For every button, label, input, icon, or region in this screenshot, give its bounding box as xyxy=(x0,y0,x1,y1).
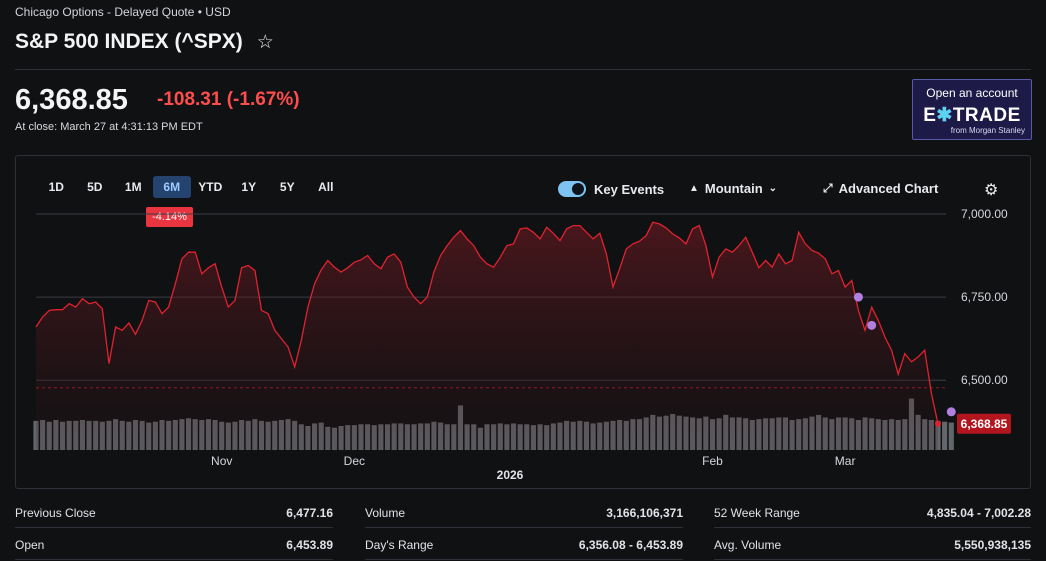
stat-52-week-range: 52 Week Range 4,835.04 - 7,002.28 xyxy=(714,498,1031,528)
range-1m[interactable]: 1M xyxy=(124,180,142,194)
stat-value: 6,453.89 xyxy=(286,537,333,552)
toggle-switch[interactable] xyxy=(558,181,586,197)
advanced-chart-label: Advanced Chart xyxy=(838,181,939,196)
title-row: S&P 500 INDEX (^SPX) ☆ xyxy=(15,30,274,54)
x-tick-label: Nov xyxy=(211,454,232,468)
etrade-logo: E✱TRADE xyxy=(913,104,1031,127)
ad-sub: from Morgan Stanley xyxy=(950,126,1025,135)
logo-star-icon: ✱ xyxy=(936,105,953,126)
stat-volume: Volume 3,166,106,371 xyxy=(365,498,683,528)
y-tick-label: 6,500.00 xyxy=(961,373,1008,387)
stat-value: 4,835.04 - 7,002.28 xyxy=(926,505,1031,520)
key-event-marker xyxy=(853,292,863,302)
chart-panel xyxy=(15,155,1031,489)
last-price-tag xyxy=(957,413,1011,434)
stat-value: 5,550,938,135 xyxy=(954,537,1031,552)
y-tick-label: 6,750.00 xyxy=(961,290,1008,304)
chevron-down-icon: ⌄ xyxy=(768,183,778,194)
gear-icon[interactable]: ⚙ xyxy=(984,182,999,199)
price-line xyxy=(35,221,939,424)
range-tabs: 1D 5D 1M 6M YTD 1Y 5Y All xyxy=(37,176,345,198)
stat-label: Volume xyxy=(365,505,406,520)
x-tick-label: Dec xyxy=(344,454,365,468)
page-title: S&P 500 INDEX (^SPX) xyxy=(15,30,243,53)
range-ytd[interactable]: YTD xyxy=(198,180,223,194)
change-percent: (-1.67%) xyxy=(226,89,300,110)
expand-icon: ⤢ xyxy=(823,181,833,195)
range-6m[interactable]: 6M xyxy=(152,176,191,198)
stat-previous-close: Previous Close 6,477.16 xyxy=(15,498,333,528)
key-events-toggle[interactable]: Key Events xyxy=(558,181,664,197)
star-icon[interactable]: ☆ xyxy=(256,31,274,53)
stat-days-range: Day's Range 6,356.08 - 6,453.89 xyxy=(365,530,683,560)
x-year-label: 2026 xyxy=(497,468,524,482)
price-change: -108.31 (-1.67%) xyxy=(157,89,300,111)
stat-label: 52 Week Range xyxy=(714,505,800,520)
stat-value: 6,477.16 xyxy=(286,505,333,520)
chart-type-dropdown[interactable]: ▲ Mountain ⌄ xyxy=(689,181,777,196)
volume-bar xyxy=(942,421,948,450)
stat-label: Avg. Volume xyxy=(714,537,782,552)
stat-avg-volume: Avg. Volume 5,550,938,135 xyxy=(714,530,1031,560)
mountain-icon: ▲ xyxy=(689,183,699,194)
range-1d[interactable]: 1D xyxy=(48,180,64,194)
last-price: 6,368.85 xyxy=(15,84,128,116)
stat-label: Day's Range xyxy=(365,537,434,552)
logo-left: E xyxy=(923,105,937,126)
x-tick-label: Mar xyxy=(835,454,856,468)
advanced-chart-button[interactable]: ⤢ Advanced Chart xyxy=(823,181,938,196)
key-event-marker xyxy=(946,407,956,417)
quote-subtitle: Chicago Options - Delayed Quote • USD xyxy=(15,5,231,19)
x-tick-label: Feb xyxy=(702,454,723,468)
y-tick-label: 7,000.00 xyxy=(961,207,1008,221)
last-price-label: 6,368.85 xyxy=(961,417,1008,431)
ad-cta: Open an account xyxy=(926,86,1018,100)
range-5y[interactable]: 5Y xyxy=(279,180,295,194)
header-divider xyxy=(15,69,1031,70)
stat-label: Open xyxy=(15,537,45,552)
stat-label: Previous Close xyxy=(15,505,96,520)
price-chart[interactable]: 7,000.00 6,750.00 6,500.00 6,368.85 Nov Dec Fe… xyxy=(16,200,1016,485)
key-events-label: Key Events xyxy=(594,181,665,197)
etrade-ad[interactable]: Open an account E✱TRADE from Morgan Stan… xyxy=(912,79,1032,140)
chart-type-label: Mountain xyxy=(704,181,763,196)
stat-value: 3,166,106,371 xyxy=(606,505,683,520)
change-value: -108.31 xyxy=(157,89,222,110)
range-all[interactable]: All xyxy=(318,180,334,194)
close-time: At close: March 27 at 4:31:13 PM EDT xyxy=(15,121,203,133)
toggle-knob xyxy=(572,183,584,195)
logo-right: TRADE xyxy=(952,105,1021,126)
key-event-marker xyxy=(867,320,877,330)
stat-open: Open 6,453.89 xyxy=(15,530,333,560)
stat-value: 6,356.08 - 6,453.89 xyxy=(578,537,683,552)
last-point xyxy=(935,420,941,427)
price-area xyxy=(36,222,938,450)
range-1y[interactable]: 1Y xyxy=(241,180,257,194)
volume-bar xyxy=(948,422,954,450)
range-5d[interactable]: 5D xyxy=(87,180,103,194)
